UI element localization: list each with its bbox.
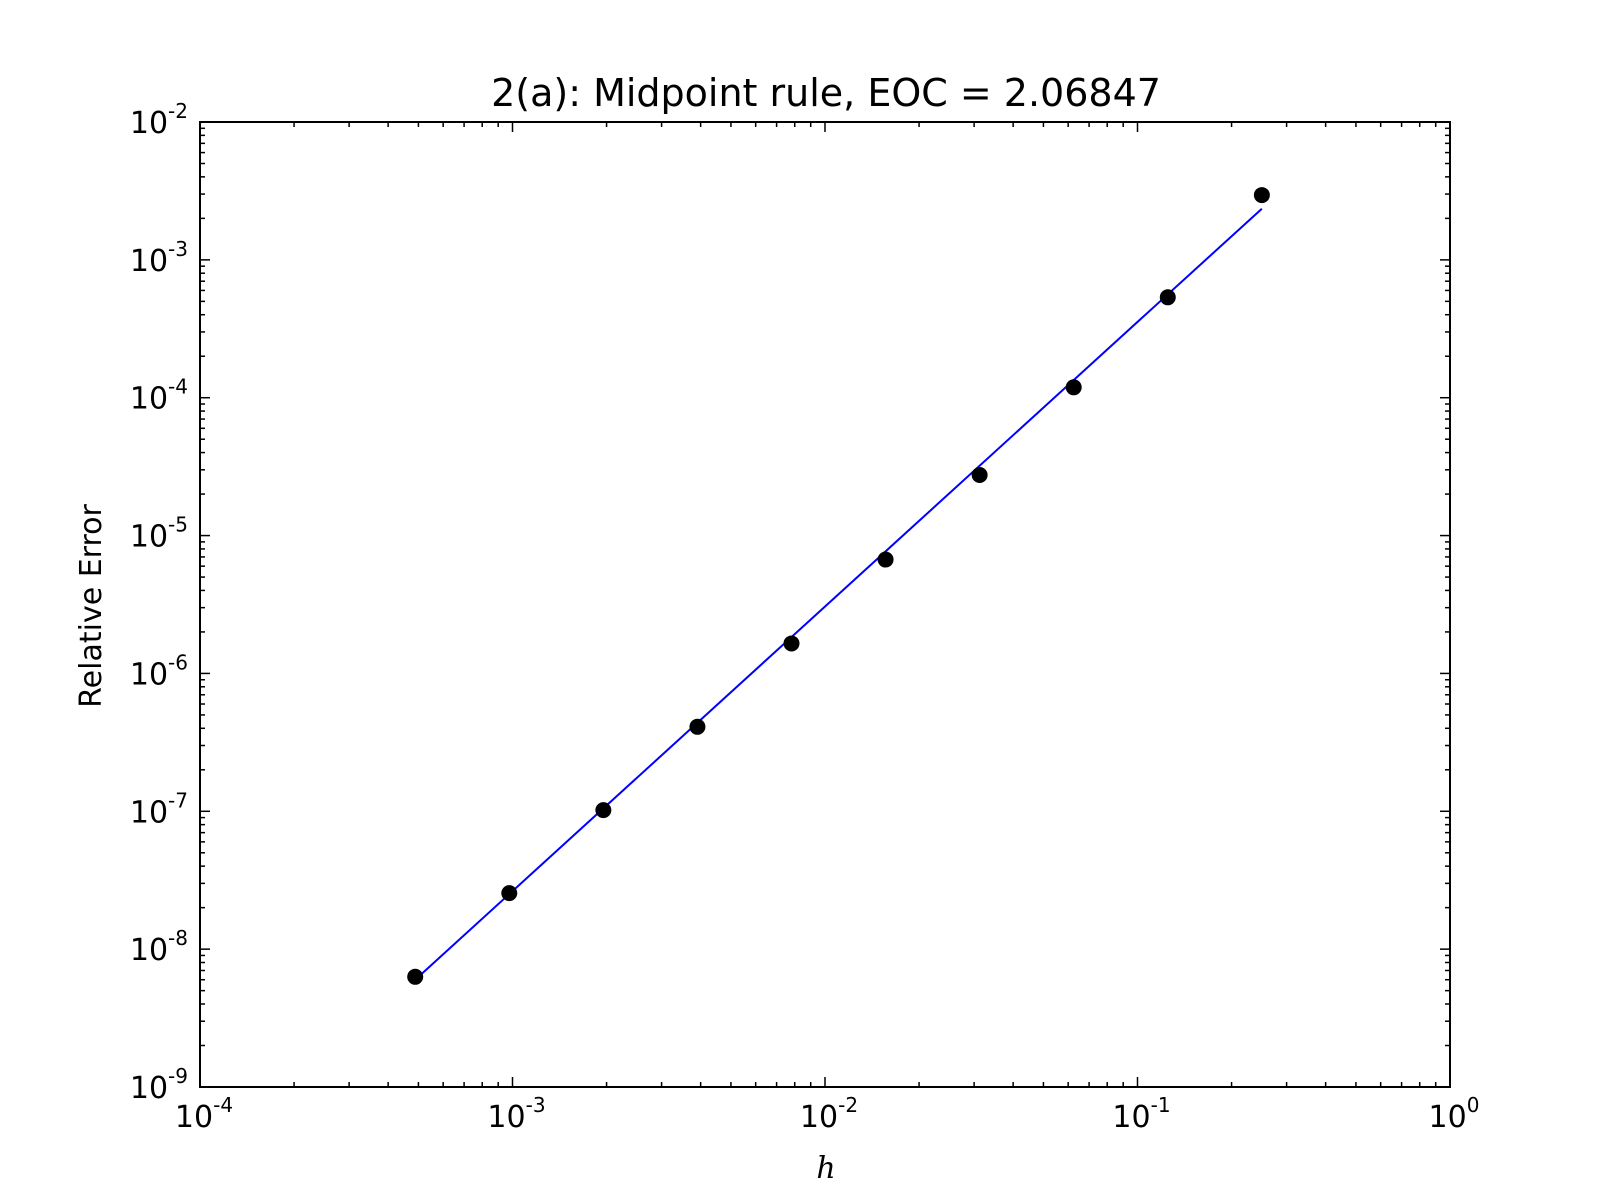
x-tick-label: 10-4: [175, 1093, 233, 1135]
y-axis-label: Relative Error: [74, 504, 109, 708]
data-point: [971, 467, 988, 484]
data-point: [595, 802, 612, 819]
y-tick-label: 10-3: [130, 237, 188, 279]
y-tick-label: 10-2: [130, 99, 188, 141]
plot-frame: [199, 121, 1451, 1088]
chart-title: 2(a): Midpoint rule, EOC = 2.06847: [491, 71, 1161, 115]
data-point: [689, 718, 706, 735]
y-tick-label: 10-8: [130, 926, 188, 968]
y-tick-label: 10-4: [130, 375, 188, 417]
data-point: [783, 635, 800, 652]
y-tick-label: 10-7: [130, 788, 188, 830]
y-tick-label: 10-6: [130, 650, 188, 692]
x-tick-label: 10-1: [1112, 1093, 1170, 1135]
data-point: [501, 885, 518, 902]
fit-line: [414, 207, 1263, 981]
y-tick-label: 10-9: [130, 1064, 188, 1106]
x-axis-label: h: [816, 1151, 835, 1186]
plot-content: [407, 187, 1270, 985]
data-point: [877, 551, 894, 568]
data-point: [1065, 379, 1082, 396]
data-point: [1253, 187, 1270, 204]
y-tick-label: 10-5: [130, 513, 188, 555]
data-point: [407, 968, 424, 985]
x-tick-label: 100: [1429, 1093, 1480, 1135]
x-tick-label: 10-3: [487, 1093, 545, 1135]
tick-labels: 10-4 10-3 10-2 10-1 100 10-9 10-8 10-7 10-6 10-5 1…: [130, 99, 1480, 1135]
data-point: [1159, 289, 1176, 306]
x-tick-label: 10-2: [800, 1093, 858, 1135]
